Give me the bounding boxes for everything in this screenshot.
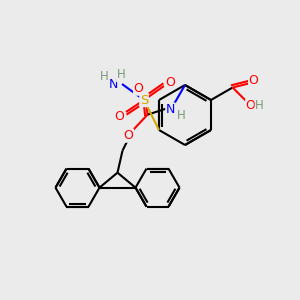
Text: H: H [177, 109, 186, 122]
Text: H: H [117, 68, 125, 82]
Text: H: H [255, 99, 264, 112]
Text: N: N [166, 103, 175, 116]
Text: N: N [108, 77, 118, 91]
Text: O: O [114, 110, 124, 124]
Text: H: H [100, 70, 108, 83]
Text: S: S [140, 94, 148, 106]
Text: O: O [249, 74, 259, 87]
Text: O: O [246, 99, 256, 112]
Text: O: O [124, 129, 134, 142]
Text: O: O [134, 82, 143, 95]
Text: O: O [165, 76, 175, 88]
